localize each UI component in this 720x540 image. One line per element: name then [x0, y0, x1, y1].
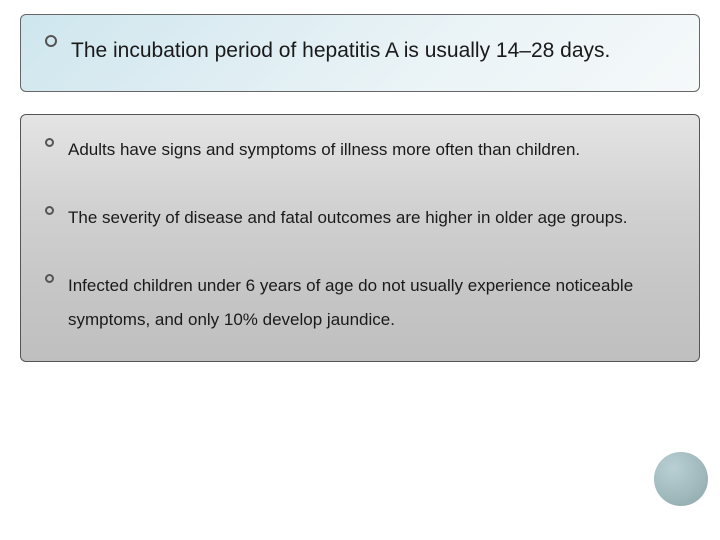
bullet-text: Adults have signs and symptoms of illnes…	[68, 133, 675, 167]
ring-bullet-icon	[45, 35, 57, 47]
list-item: Adults have signs and symptoms of illnes…	[45, 133, 675, 167]
slide-container: The incubation period of hepatitis A is …	[0, 0, 720, 540]
top-callout-box: The incubation period of hepatitis A is …	[20, 14, 700, 92]
ring-bullet-icon	[45, 206, 54, 215]
ring-bullet-icon	[45, 274, 54, 283]
bottom-callout-box: Adults have signs and symptoms of illnes…	[20, 114, 700, 362]
ring-bullet-icon	[45, 138, 54, 147]
bullet-text: The severity of disease and fatal outcom…	[68, 201, 675, 235]
bullet-text: Infected children under 6 years of age d…	[68, 269, 675, 337]
list-item: Infected children under 6 years of age d…	[45, 269, 675, 337]
decorative-circle-icon	[654, 452, 708, 506]
bullet-text: The incubation period of hepatitis A is …	[71, 29, 675, 73]
list-item: The incubation period of hepatitis A is …	[45, 29, 675, 73]
list-item: The severity of disease and fatal outcom…	[45, 201, 675, 235]
